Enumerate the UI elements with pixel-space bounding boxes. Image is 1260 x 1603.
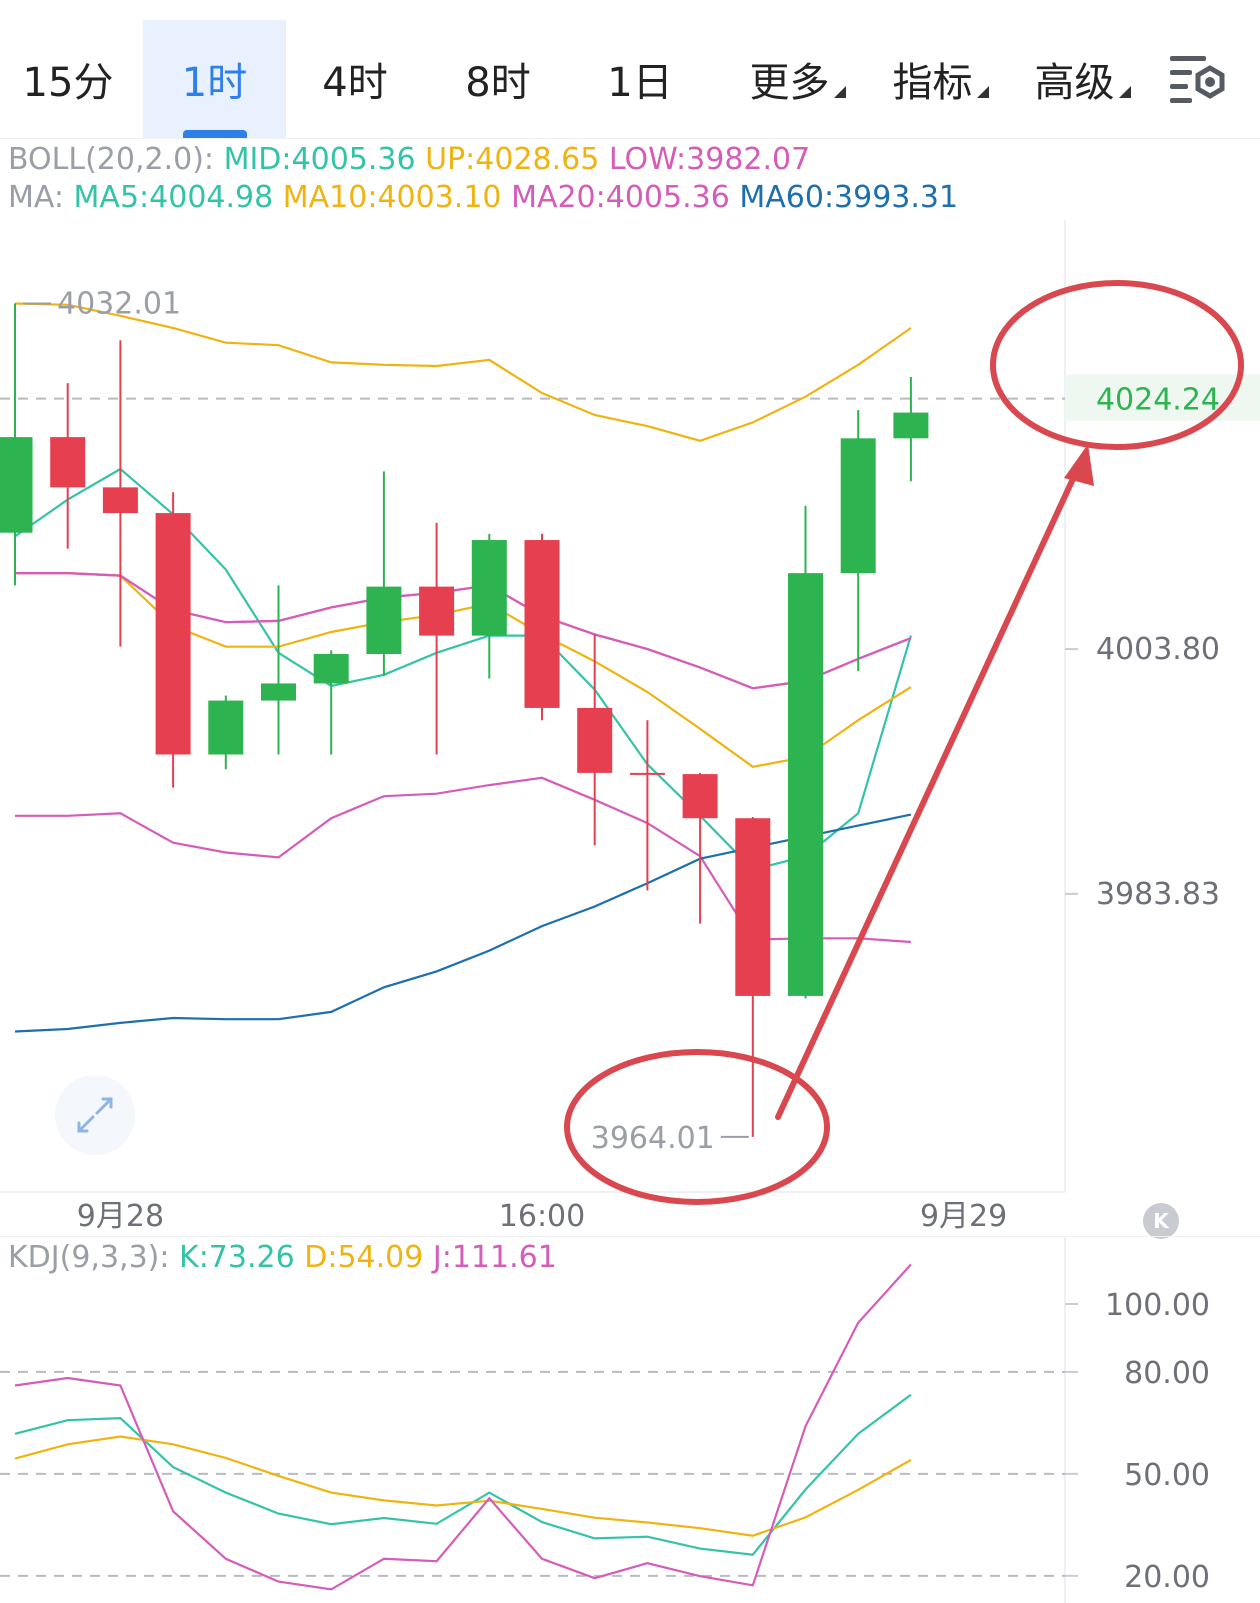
tab-advanced[interactable]: 高级	[1025, 20, 1140, 138]
tab-label: 1时	[181, 60, 248, 106]
dropdown-caret-icon	[1118, 86, 1131, 98]
candle-body	[471, 540, 507, 636]
kdj-indicator-chart[interactable]: 100.00 80.00 50.00 20.00	[0, 1236, 1260, 1603]
ma20-value: MA20:4005.36	[511, 180, 730, 215]
candle-body	[155, 513, 191, 755]
boll-low-value: LOW:3982.07	[608, 142, 811, 177]
boll-up-value: UP:4028.65	[425, 142, 600, 177]
tab-1h[interactable]: 1时	[143, 20, 286, 138]
tab-label: 更多	[749, 60, 830, 106]
candle-body	[366, 586, 402, 655]
dropdown-caret-icon	[833, 86, 846, 98]
kdj-tick-label: 100.00	[1105, 1288, 1210, 1323]
candle-body	[50, 437, 86, 488]
boll-mid-value: MID:4005.36	[223, 142, 416, 177]
annotation-circle-last-price	[990, 280, 1244, 450]
series-line-ma60	[14, 813, 912, 1033]
tab-label: 高级	[1034, 60, 1115, 106]
time-axis: 9月28 16:00 9月29	[77, 1199, 1007, 1234]
kdj-k-value: K:73.26	[179, 1240, 295, 1275]
low-price-label: 3964.01	[591, 1121, 715, 1156]
ma10-value: MA10:4003.10	[282, 180, 502, 215]
kdj-d-value: D:54.09	[304, 1240, 424, 1275]
kdj-j-value: J:111.61	[432, 1240, 557, 1275]
tab-label: 指标	[892, 60, 973, 106]
kdj-tick-label: 50.00	[1124, 1458, 1210, 1493]
boll-legend: BOLL(20,2.0): MID:4005.36 UP:4028.65 LOW…	[8, 142, 810, 177]
series-line-ma5	[14, 467, 912, 871]
chart-settings-icon[interactable]	[1168, 52, 1228, 108]
kdj-tick-label: 20.00	[1124, 1560, 1210, 1595]
candle-body	[840, 438, 876, 574]
annotation-arrow-shaft	[775, 465, 1081, 1120]
active-tab-indicator	[182, 130, 247, 138]
k-collapse-icon[interactable]: K	[1143, 1203, 1179, 1239]
tab-label: 1日	[607, 60, 673, 106]
price-tick-label: 3983.83	[1096, 877, 1220, 912]
tab-more[interactable]: 更多	[740, 20, 855, 138]
time-tick-label: 16:00	[499, 1199, 585, 1234]
kdj-legend-name: KDJ(9,3,3):	[8, 1240, 170, 1275]
series-line-ma20	[15, 571, 912, 690]
candle-body	[261, 683, 296, 701]
tab-label: 15分	[22, 60, 114, 106]
tab-indicators[interactable]: 指标	[883, 20, 998, 138]
tab-4h[interactable]: 4时	[305, 20, 405, 138]
time-tick-label: 9月29	[920, 1199, 1007, 1234]
kdj-tick-label: 80.00	[1124, 1356, 1210, 1391]
candle-body	[788, 573, 823, 996]
ma5-value: MA5:4004.98	[73, 180, 274, 215]
kdj-line-j	[14, 1263, 912, 1591]
kdj-line-d	[14, 1435, 912, 1537]
candle-body	[577, 707, 613, 773]
candle-body	[102, 487, 138, 514]
tab-label: 8时	[465, 60, 531, 106]
tab-1d[interactable]: 1日	[590, 20, 690, 138]
series-line-mid	[15, 571, 912, 690]
expand-arrows-icon[interactable]	[55, 1075, 135, 1155]
candle-body	[524, 540, 560, 708]
candle-body	[629, 772, 665, 775]
series-line-low	[15, 776, 911, 944]
candle-body	[419, 586, 455, 636]
candle-body	[735, 818, 771, 996]
ma60-value: MA60:3993.31	[739, 180, 959, 215]
price-tick-label: 4003.80	[1096, 632, 1220, 667]
tab-15min[interactable]: 15分	[18, 20, 118, 138]
tab-label: 4时	[322, 60, 388, 106]
annotation-arrow-head	[1064, 444, 1094, 486]
dropdown-caret-icon	[976, 86, 989, 98]
candlestick-chart[interactable]: 4003.80 3983.83 4024.24 4032.01 3964.01	[0, 220, 1260, 1220]
candle-body	[313, 654, 349, 684]
candle-body	[0, 437, 33, 533]
high-price-label: 4032.01	[57, 287, 181, 322]
last-price-label: 4024.24	[1096, 383, 1220, 418]
annotation-circle-low	[564, 1049, 830, 1205]
tab-8h[interactable]: 8时	[448, 20, 548, 138]
timeframe-toolbar: 15分 1时 4时 8时 1日 更多 指标 高级	[0, 0, 1260, 139]
ma-legend-name: MA:	[8, 180, 64, 215]
ma-legend: MA: MA5:4004.98 MA10:4003.10 MA20:4005.3…	[8, 180, 958, 215]
candle-body	[682, 774, 718, 819]
series-line-ma10	[15, 571, 912, 768]
series-line-up	[14, 302, 912, 442]
kdj-legend: KDJ(9,3,3): K:73.26 D:54.09 J:111.61	[8, 1240, 557, 1275]
candle-body	[208, 700, 244, 755]
boll-legend-name: BOLL(20,2.0):	[8, 142, 215, 177]
candle-body	[893, 412, 929, 439]
kdj-line-k	[14, 1393, 912, 1556]
time-tick-label: 9月28	[77, 1199, 164, 1234]
